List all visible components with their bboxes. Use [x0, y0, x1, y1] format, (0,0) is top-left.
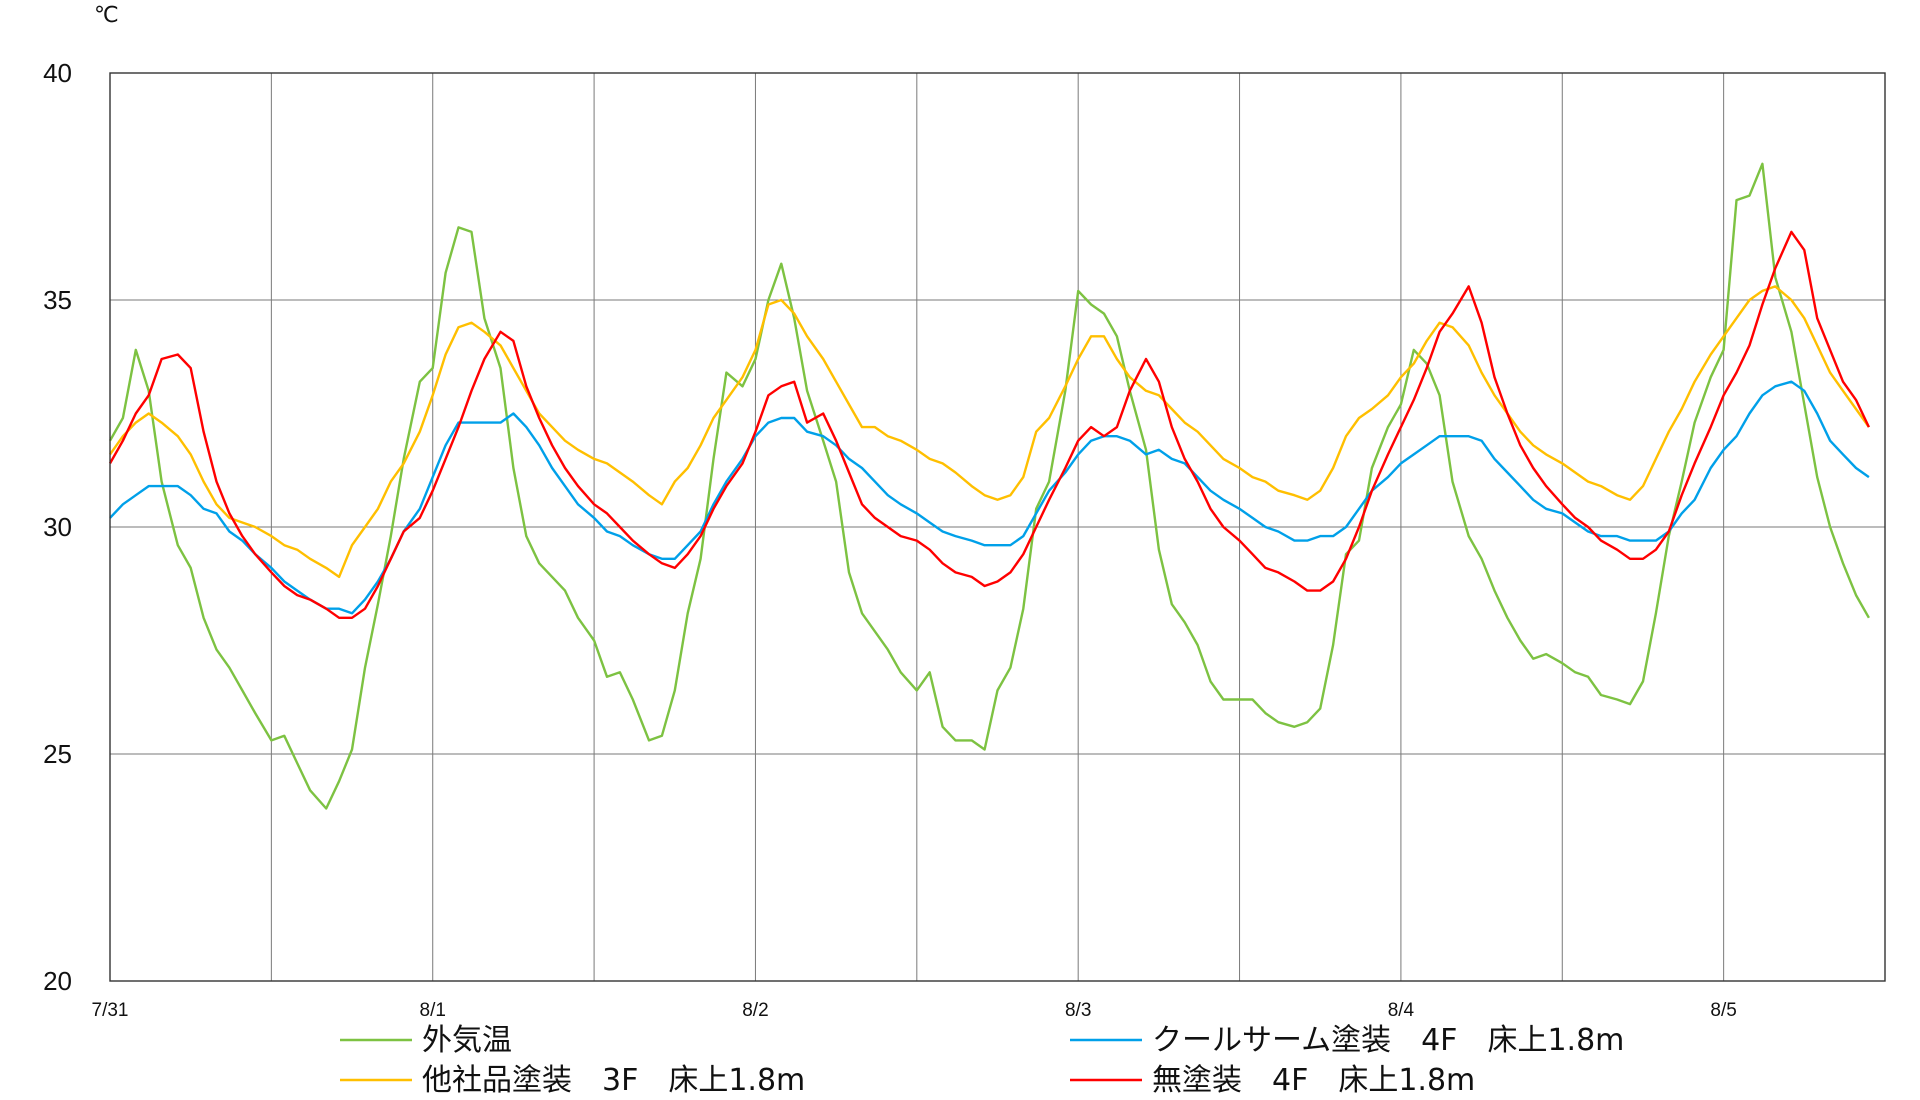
y-tick-label: 40: [43, 58, 72, 88]
grid-lines: [109, 72, 1885, 982]
y-tick-labels: 20 25 30 35 40: [43, 58, 72, 996]
y-tick-label: 20: [43, 966, 72, 996]
x-tick-label: 8/1: [420, 1000, 446, 1021]
series-line-0: [108, 162, 1870, 810]
y-tick-label: 25: [43, 739, 72, 769]
x-tick-label: 8/2: [742, 1000, 768, 1021]
y-axis-unit-label: ℃: [94, 3, 119, 28]
x-tick-labels: 7/31 8/1 8/2 8/3 8/4 8/5: [92, 1000, 1737, 1021]
legend-label: 他社品塗装 3F 床上1.8m: [422, 1063, 805, 1098]
legend-label: 外気温: [422, 1023, 512, 1058]
x-tick-label: 8/5: [1710, 1000, 1736, 1021]
legend-label: 無塗装 4F 床上1.8m: [1152, 1063, 1475, 1098]
x-tick-label: 8/3: [1065, 1000, 1091, 1021]
legend-label: クールサーム塗装 4F 床上1.8m: [1152, 1023, 1624, 1058]
series-line-3: [108, 230, 1870, 619]
series-lines: [108, 162, 1870, 810]
plot-frame: [109, 72, 1886, 982]
y-tick-label: 30: [43, 512, 72, 542]
series-line-1: [109, 285, 1870, 579]
x-tick-label: 7/31: [92, 1000, 129, 1021]
y-tick-label: 35: [43, 285, 72, 315]
x-tick-label: 8/4: [1388, 1000, 1415, 1021]
